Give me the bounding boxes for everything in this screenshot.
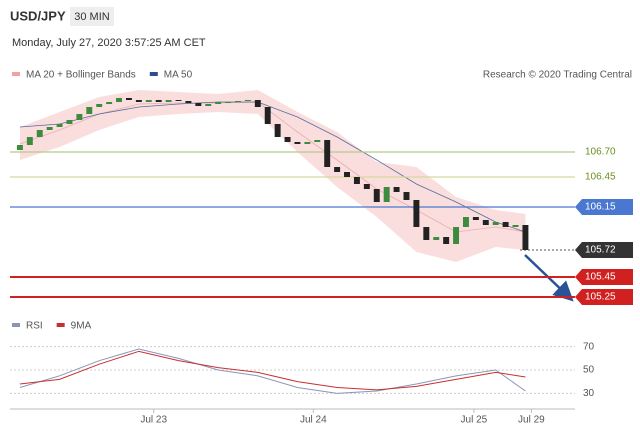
candle-body	[135, 100, 142, 102]
legend-label: RSI	[26, 321, 43, 332]
bollinger-band	[19, 90, 526, 262]
ma20-line	[19, 101, 526, 233]
level-label: 105.25	[585, 292, 616, 303]
candle-body	[205, 104, 212, 106]
rsi-line	[19, 350, 526, 391]
candle-body	[482, 220, 489, 225]
candle-body	[453, 227, 460, 244]
candle-body	[244, 100, 251, 101]
candle-body	[254, 100, 261, 107]
candle-body	[145, 100, 152, 102]
candle-body	[304, 142, 311, 144]
legend-swatch	[149, 72, 158, 76]
y-tick-label: 30	[583, 388, 595, 399]
candle-body	[492, 222, 499, 225]
candle-body	[56, 124, 63, 127]
y-tick-label: 70	[583, 341, 595, 352]
level-label: 105.72	[585, 245, 616, 256]
legend-swatch	[12, 323, 20, 327]
legend-swatch	[56, 323, 65, 327]
level-box	[575, 289, 633, 305]
candle-body	[363, 184, 370, 189]
candle-body	[185, 101, 192, 103]
interval-box	[70, 7, 114, 26]
candle-body	[294, 142, 301, 144]
candle-body	[76, 114, 83, 120]
candle-body	[235, 101, 241, 102]
candle-body	[373, 189, 380, 202]
candle-body	[215, 102, 222, 104]
candle-body	[324, 140, 331, 167]
legend-label: MA 50	[164, 70, 193, 81]
legend-swatch	[12, 72, 20, 76]
candle-body	[274, 124, 281, 137]
interval: 30 MIN	[74, 11, 110, 23]
ma50-line	[19, 101, 526, 233]
candle-body	[96, 104, 103, 107]
symbol: USD/JPY	[10, 8, 66, 23]
candle-body	[284, 137, 291, 142]
level-label: 106.70	[585, 147, 616, 158]
candle-body	[383, 187, 390, 202]
level-label: 105.45	[585, 272, 616, 283]
candle-body	[155, 100, 162, 102]
candle-body	[433, 237, 440, 240]
candle-body	[502, 222, 509, 227]
candle-body	[116, 98, 123, 102]
candle-body	[225, 102, 232, 103]
level-label: 106.45	[585, 172, 616, 183]
candle-body	[443, 237, 450, 244]
candle-body	[36, 130, 43, 137]
candle-body	[472, 217, 479, 220]
level-box	[575, 269, 633, 285]
candle-body	[264, 107, 271, 124]
candle-body	[314, 140, 321, 142]
candle-body	[165, 100, 172, 102]
datetime: Monday, July 27, 2020 3:57:25 AM CET	[12, 37, 206, 49]
x-tick-label: Jul 29	[518, 415, 545, 426]
candle-body	[86, 107, 93, 114]
candle-body	[353, 177, 360, 184]
rsi-line	[19, 348, 526, 394]
x-tick-label: Jul 24	[300, 415, 327, 426]
y-tick-label: 50	[583, 365, 595, 376]
candle-body	[334, 167, 341, 172]
candle-body	[344, 172, 350, 177]
candle-body	[175, 100, 182, 101]
candle-body	[423, 227, 430, 240]
candle-body	[125, 98, 132, 100]
candle-body	[413, 200, 420, 227]
level-label: 106.15	[585, 202, 616, 213]
credit: Research © 2020 Trading Central	[483, 70, 632, 81]
legend-label: MA 20 + Bollinger Bands	[26, 70, 136, 81]
candle-body	[26, 137, 33, 145]
candle-body	[66, 120, 73, 124]
candle-body	[393, 187, 400, 192]
candle-body	[522, 225, 529, 250]
x-tick-label: Jul 23	[140, 415, 167, 426]
level-box	[575, 199, 633, 215]
legend-label: 9MA	[71, 321, 92, 332]
candle-body	[195, 103, 202, 106]
candle-body	[46, 127, 53, 130]
candle-body	[512, 225, 519, 227]
candle-body	[106, 102, 113, 104]
candle-body	[403, 192, 410, 200]
x-tick-label: Jul 25	[461, 415, 488, 426]
level-box	[575, 242, 633, 258]
candle-body	[16, 145, 23, 150]
candle-body	[462, 217, 469, 227]
